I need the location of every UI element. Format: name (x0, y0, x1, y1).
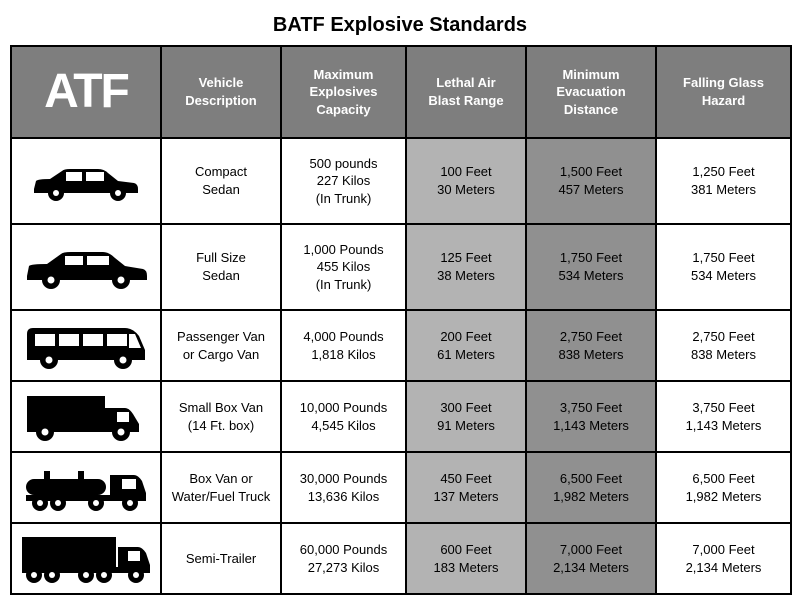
cell-lethal: 200 Feet61 Meters (406, 310, 526, 381)
cell-desc: Full SizeSedan (161, 224, 281, 310)
table-row: Passenger Vanor Cargo Van 4,000 Pounds1,… (11, 310, 791, 381)
col-header-capacity: MaximumExplosivesCapacity (281, 46, 406, 138)
cell-glass: 1,250 Feet381 Meters (656, 138, 791, 224)
cell-evac: 6,500 Feet1,982 Meters (526, 452, 656, 523)
cell-capacity: 30,000 Pounds13,636 Kilos (281, 452, 406, 523)
vehicle-icon-cell (11, 224, 161, 310)
col-header-vehicle: VehicleDescription (161, 46, 281, 138)
cell-lethal: 300 Feet91 Meters (406, 381, 526, 452)
cell-lethal: 100 Feet30 Meters (406, 138, 526, 224)
cell-capacity: 1,000 Pounds455 Kilos(In Trunk) (281, 224, 406, 310)
col-header-glass: Falling GlassHazard (656, 46, 791, 138)
standards-table: ATF VehicleDescription MaximumExplosives… (10, 45, 792, 595)
cell-desc: Passenger Vanor Cargo Van (161, 310, 281, 381)
cell-glass: 6,500 Feet1,982 Meters (656, 452, 791, 523)
fuel-truck-icon (18, 461, 154, 515)
header-row: ATF VehicleDescription MaximumExplosives… (11, 46, 791, 138)
table-row: Box Van orWater/Fuel Truck 30,000 Pounds… (11, 452, 791, 523)
cell-glass: 3,750 Feet1,143 Meters (656, 381, 791, 452)
cell-capacity: 4,000 Pounds1,818 Kilos (281, 310, 406, 381)
vehicle-icon-cell (11, 523, 161, 594)
cell-capacity: 60,000 Pounds27,273 Kilos (281, 523, 406, 594)
page-title: BATF Explosive Standards (10, 14, 790, 37)
vehicle-icon-cell (11, 452, 161, 523)
col-header-evac: MinimumEvacuationDistance (526, 46, 656, 138)
cell-evac: 7,000 Feet2,134 Meters (526, 523, 656, 594)
cell-evac: 2,750 Feet838 Meters (526, 310, 656, 381)
col-header-lethal: Lethal AirBlast Range (406, 46, 526, 138)
cell-desc: Semi-Trailer (161, 523, 281, 594)
box-van-icon (21, 390, 151, 444)
cell-lethal: 125 Feet38 Meters (406, 224, 526, 310)
cell-evac: 1,750 Feet534 Meters (526, 224, 656, 310)
atf-logo: ATF (11, 46, 161, 138)
cell-capacity: 500 pounds227 Kilos(In Trunk) (281, 138, 406, 224)
cell-desc: Box Van orWater/Fuel Truck (161, 452, 281, 523)
table-row: Semi-Trailer 60,000 Pounds27,273 Kilos 6… (11, 523, 791, 594)
vehicle-icon-cell (11, 310, 161, 381)
compact-sedan-icon (26, 159, 146, 203)
cell-glass: 2,750 Feet838 Meters (656, 310, 791, 381)
table-row: Full SizeSedan 1,000 Pounds455 Kilos(In … (11, 224, 791, 310)
van-icon (21, 320, 151, 372)
cell-evac: 3,750 Feet1,143 Meters (526, 381, 656, 452)
cell-capacity: 10,000 Pounds4,545 Kilos (281, 381, 406, 452)
table-row: CompactSedan 500 pounds227 Kilos(In Trun… (11, 138, 791, 224)
cell-desc: Small Box Van(14 Ft. box) (161, 381, 281, 452)
semi-trailer-icon (16, 531, 156, 587)
table-row: Small Box Van(14 Ft. box) 10,000 Pounds4… (11, 381, 791, 452)
cell-evac: 1,500 Feet457 Meters (526, 138, 656, 224)
vehicle-icon-cell (11, 381, 161, 452)
fullsize-sedan-icon (21, 244, 151, 290)
cell-glass: 1,750 Feet534 Meters (656, 224, 791, 310)
cell-desc: CompactSedan (161, 138, 281, 224)
vehicle-icon-cell (11, 138, 161, 224)
cell-lethal: 600 Feet183 Meters (406, 523, 526, 594)
cell-lethal: 450 Feet137 Meters (406, 452, 526, 523)
cell-glass: 7,000 Feet2,134 Meters (656, 523, 791, 594)
